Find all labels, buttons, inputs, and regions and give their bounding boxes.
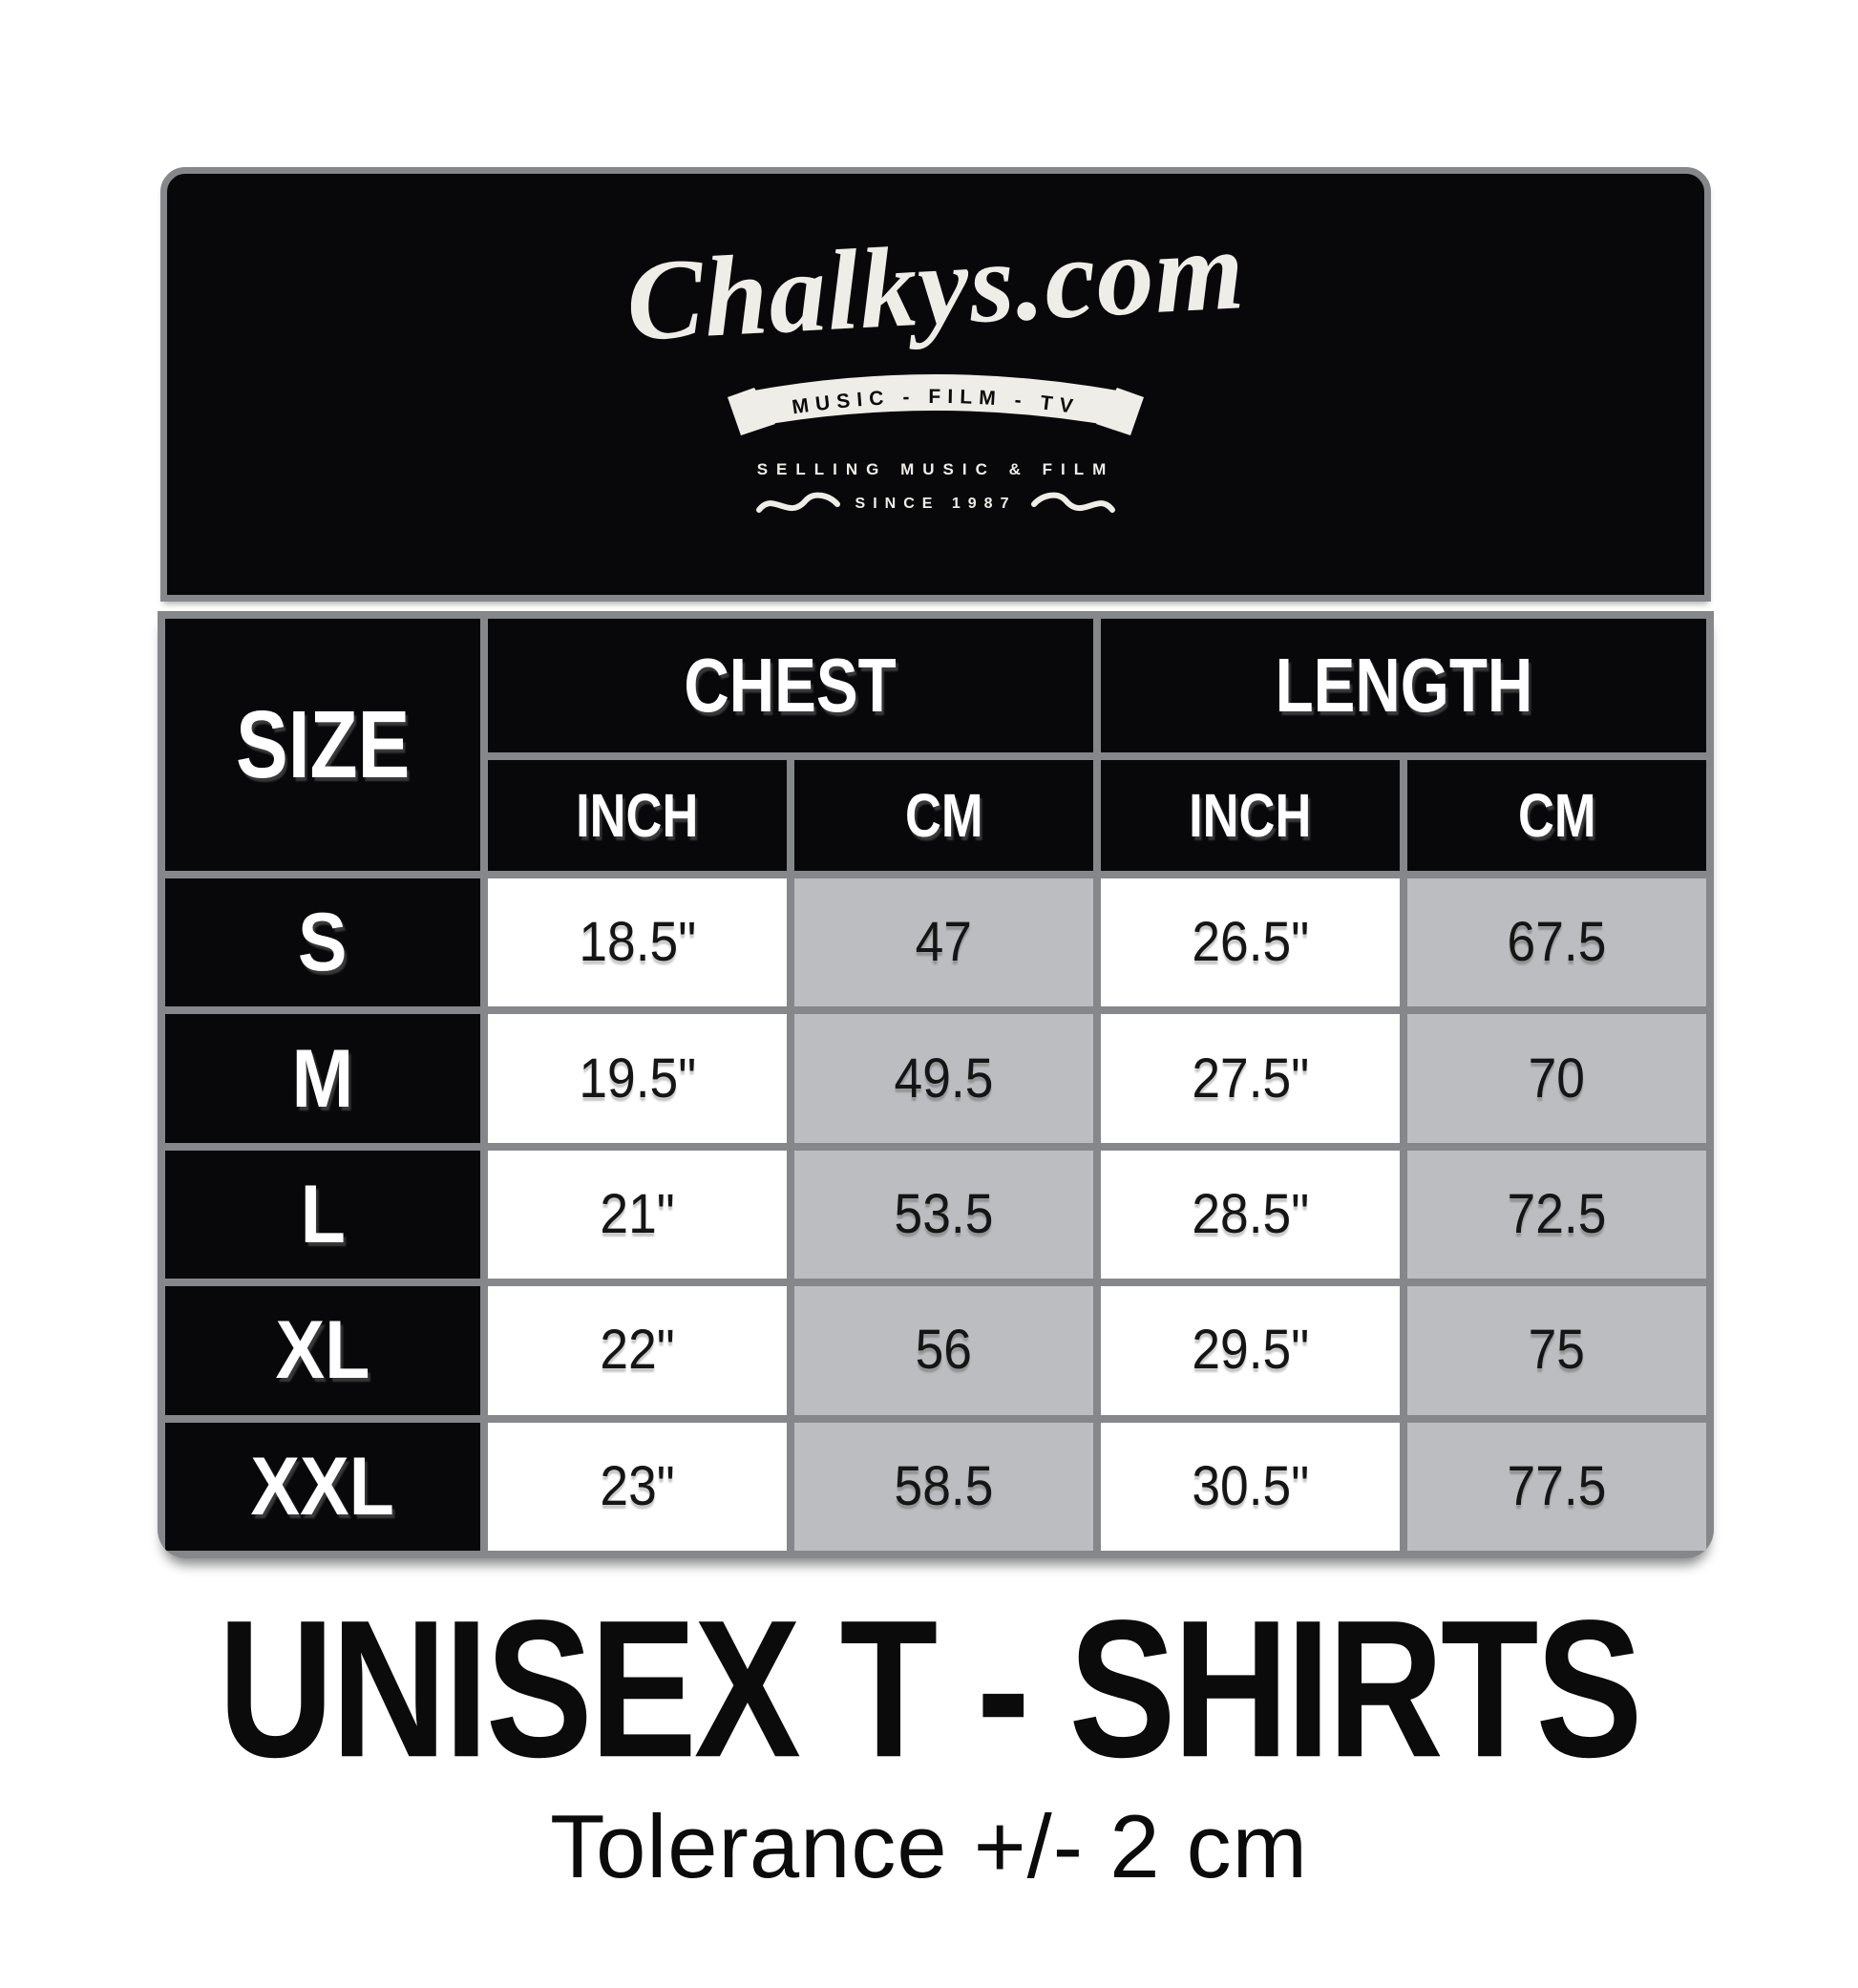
row-label-m: M [165, 1014, 480, 1143]
col-header-length: LENGTH [1101, 619, 1706, 752]
cell-m-length-inch: 27.5" [1101, 1014, 1400, 1143]
cell-s-chest-inch: 18.5" [488, 878, 787, 1007]
cell-xxl-length-cm: 77.5 [1407, 1422, 1706, 1551]
cell-xl-chest-cm: 56 [794, 1286, 1093, 1415]
cell-xxl-chest-inch: 23" [488, 1422, 787, 1551]
brand-name: Chalkys.com [623, 205, 1248, 365]
cell-l-chest-cm: 53.5 [794, 1150, 1093, 1280]
brand-logo-panel: Chalkys.com MUSIC - FILM - TV SELLING MU… [160, 167, 1711, 602]
cell-s-length-cm: 67.5 [1407, 878, 1706, 1007]
cell-xxl-chest-cm: 58.5 [794, 1422, 1093, 1551]
flourish-left-icon [755, 492, 840, 513]
col-header-chest-inch: INCH [488, 760, 787, 871]
since-row: SINCE 1987 [755, 489, 1116, 519]
col-header-length-cm: CM [1407, 760, 1706, 871]
row-label-l: L [165, 1150, 480, 1280]
cell-xl-chest-inch: 22" [488, 1286, 787, 1415]
cell-m-length-cm: 70 [1407, 1014, 1706, 1143]
cell-m-chest-inch: 19.5" [488, 1014, 787, 1143]
ribbon-banner-icon: MUSIC - FILM - TV [728, 374, 1144, 435]
tagline-text: SELLING MUSIC & FILM [756, 460, 1115, 478]
cell-l-chest-inch: 21" [488, 1150, 787, 1280]
cell-xl-length-inch: 29.5" [1101, 1286, 1400, 1415]
col-header-chest-cm: CM [794, 760, 1093, 871]
since-text: SINCE 1987 [855, 496, 1017, 512]
row-label-xxl: XXL [165, 1422, 480, 1551]
page-title: UNISEX T - SHIRTS [218, 1578, 1642, 1799]
cell-l-length-inch: 28.5" [1101, 1150, 1400, 1280]
tolerance-note: Tolerance +/- 2 cm [550, 1796, 1308, 1896]
cell-l-length-cm: 72.5 [1407, 1150, 1706, 1280]
cell-xl-length-cm: 75 [1407, 1286, 1706, 1415]
cell-m-chest-cm: 49.5 [794, 1014, 1093, 1143]
col-header-size: SIZE [165, 619, 480, 871]
col-header-chest: CHEST [488, 619, 1093, 752]
cell-s-length-inch: 26.5" [1101, 878, 1400, 1007]
row-label-s: S [165, 878, 480, 1007]
col-header-length-inch: INCH [1101, 760, 1400, 871]
cell-s-chest-cm: 47 [794, 878, 1093, 1007]
size-chart-table: SIZE CHEST LENGTH INCH CM INCH CM S 18.5… [158, 611, 1714, 1558]
row-label-xl: XL [165, 1286, 480, 1415]
flourish-right-icon [1031, 492, 1116, 513]
cell-xxl-length-inch: 30.5" [1101, 1422, 1400, 1551]
